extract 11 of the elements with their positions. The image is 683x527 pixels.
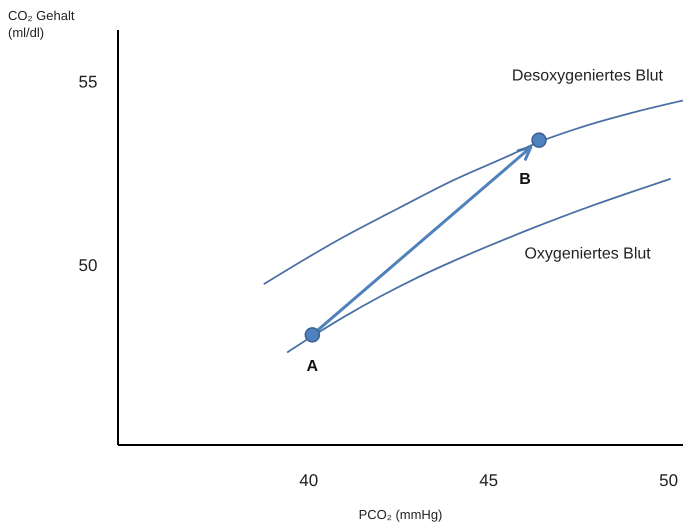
x-axis-title: PCO₂ (mmHg) — [358, 507, 442, 522]
x-tick-label: 50 — [659, 471, 678, 490]
annotation: B — [519, 171, 531, 188]
line-series — [262, 100, 683, 286]
series-label: Desoxygeniertes Blut — [512, 68, 664, 85]
y-tick-label: 55 — [78, 72, 98, 92]
annotation: A — [306, 358, 319, 375]
y-axis-title: CO₂ Gehalt (ml/dl) — [8, 8, 75, 40]
x-tick-label: 40 — [299, 471, 318, 490]
series-label: Oxygeniertes Blut — [524, 246, 652, 263]
x-tick-label: 45 — [479, 471, 498, 490]
